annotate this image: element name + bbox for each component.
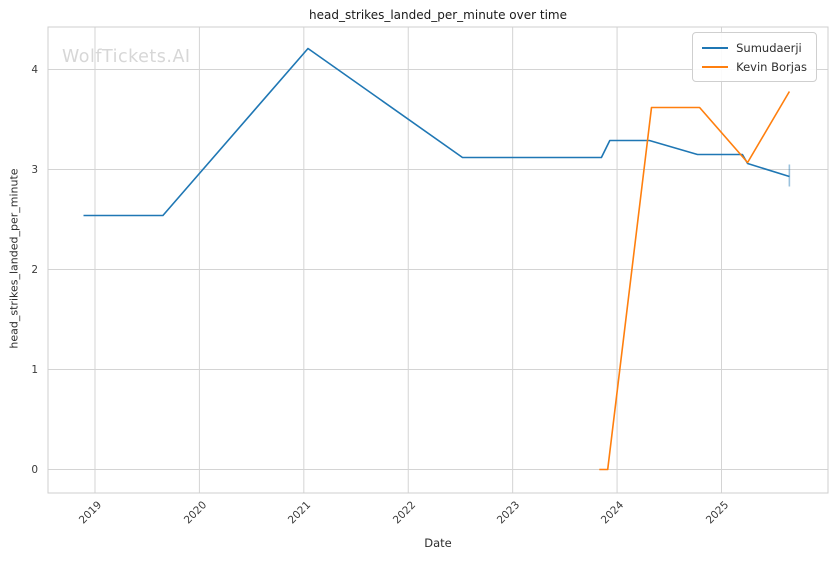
y-tick-label: 4 — [31, 63, 38, 76]
legend-label-kevin-borjas: Kevin Borjas — [736, 59, 807, 74]
legend-label-sumudaerji: Sumudaerji — [736, 40, 802, 55]
y-tick-label: 2 — [31, 263, 38, 276]
y-tick-label: 3 — [31, 163, 38, 176]
legend-item-sumudaerji: Sumudaerji — [702, 38, 807, 57]
y-tick-label: 0 — [31, 463, 38, 476]
legend-line-swatch-orange — [702, 65, 729, 68]
y-tick-label: 1 — [31, 363, 38, 376]
legend-line-swatch-blue — [702, 46, 729, 49]
legend-item-kevin-borjas: Kevin Borjas — [702, 57, 807, 76]
chart-title: head_strikes_landed_per_minute over time — [308, 8, 567, 22]
x-axis-label: Date — [424, 536, 452, 550]
watermark: WolfTickets.AI — [62, 47, 191, 67]
legend: Sumudaerji Kevin Borjas — [692, 32, 817, 82]
y-axis-label: head_strikes_landed_per_minute — [7, 168, 21, 349]
